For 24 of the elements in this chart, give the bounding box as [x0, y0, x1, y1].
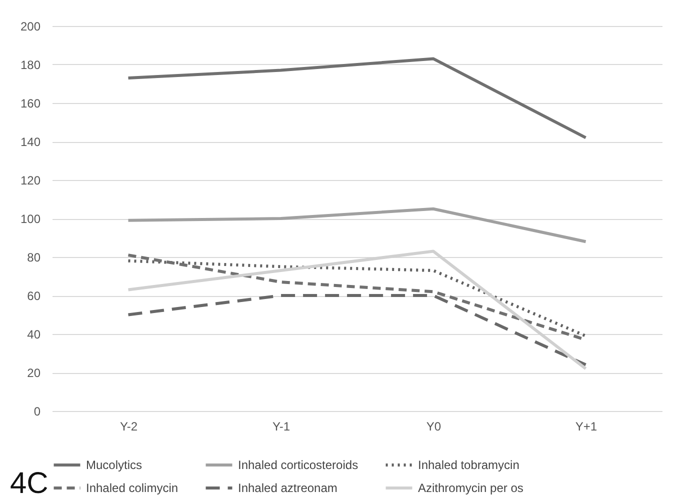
- y-tick-label: 80: [27, 250, 41, 264]
- y-tick-label: 0: [34, 404, 41, 418]
- legend-label: Inhaled colimycin: [86, 481, 178, 495]
- line-series: [126, 207, 588, 244]
- line-series: [126, 57, 588, 140]
- legend-label: Inhaled aztreonam: [238, 481, 338, 495]
- y-tick-label: 20: [27, 366, 41, 380]
- y-tick-label: 140: [20, 135, 41, 149]
- x-tick-label: Y-2: [120, 420, 138, 434]
- y-tick-label: 160: [20, 96, 41, 110]
- x-tick-label: Y-1: [272, 420, 290, 434]
- y-tick-label: 60: [27, 289, 41, 303]
- text: 4C: [10, 467, 48, 500]
- y-tick-label: 180: [20, 58, 41, 72]
- y-tick-label: 100: [20, 212, 41, 226]
- y-tick-label: 120: [20, 174, 41, 188]
- legend-label: Azithromycin per os: [418, 481, 524, 495]
- legend-label: Mucolytics: [86, 458, 142, 472]
- y-tick-label: 200: [20, 20, 41, 34]
- y-tick-label: 40: [27, 328, 41, 342]
- x-tick-label: Y+1: [575, 420, 598, 434]
- legend-label: Inhaled tobramycin: [418, 458, 520, 472]
- x-tick-label: Y0: [426, 420, 442, 434]
- legend-label: Inhaled corticosteroids: [238, 458, 358, 472]
